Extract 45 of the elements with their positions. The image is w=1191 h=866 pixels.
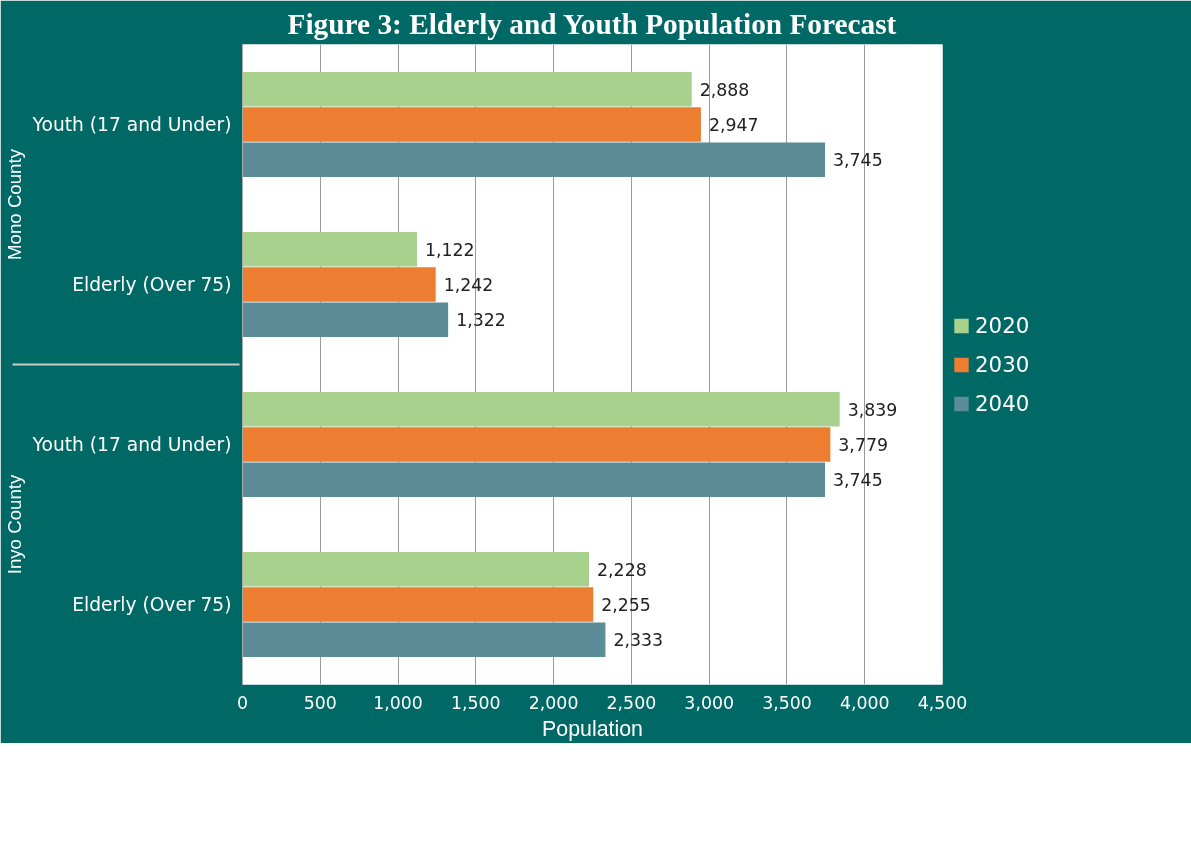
- y-tick-label: Elderly (Over 75): [72, 274, 232, 295]
- bar: [242, 622, 606, 657]
- data-label: 2,333: [613, 630, 664, 651]
- x-tick-label: 2,500: [606, 692, 657, 713]
- bar: [242, 462, 826, 497]
- bar: [242, 107, 701, 142]
- data-label: 3,745: [833, 470, 883, 491]
- data-label: 3,839: [847, 399, 898, 420]
- x-tick-label: 3,500: [762, 692, 812, 713]
- text: Mono County: [3, 148, 25, 260]
- bar: [242, 427, 831, 462]
- data-label: 2,947: [708, 115, 759, 135]
- text: Inyo County: [3, 474, 25, 575]
- x-tick-label: 2,000: [528, 692, 579, 713]
- legend-label: 2030: [975, 351, 1030, 377]
- data-label: 2,228: [597, 559, 647, 580]
- chart-title: Figure 3: Elderly and Youth Population Forecast: [287, 7, 897, 40]
- legend-label: 2020: [975, 312, 1030, 338]
- y-tick-label: Elderly (Over 75): [72, 594, 232, 615]
- bar: [242, 267, 436, 302]
- data-label: 3,779: [838, 435, 888, 455]
- x-tick-label: 4,000: [839, 692, 890, 713]
- x-tick-label: 1,000: [373, 692, 423, 713]
- bar: [242, 392, 840, 427]
- x-tick-label: 4,500: [917, 692, 968, 713]
- data-label: 2,888: [699, 79, 750, 100]
- bar: [242, 142, 826, 177]
- x-tick-label: 1,500: [451, 692, 501, 713]
- data-label: 2,255: [601, 595, 651, 615]
- y-tick-label: Youth (17 and Under): [31, 434, 232, 455]
- x-tick-label: 3,000: [684, 692, 734, 713]
- x-tick-label: 0: [236, 692, 249, 713]
- bar: [242, 232, 418, 267]
- x-axis-title: Population: [542, 716, 643, 741]
- x-tick-label: 500: [303, 692, 337, 713]
- data-label: 1,242: [443, 275, 494, 295]
- bar: [242, 552, 590, 587]
- data-label: 1,122: [425, 239, 475, 260]
- bar: [242, 587, 594, 622]
- bar: [242, 302, 449, 337]
- bar: [242, 72, 692, 107]
- legend-label: 2040: [975, 390, 1030, 416]
- y-tick-label: Youth (17 and Under): [31, 114, 232, 135]
- data-label: 1,322: [456, 310, 506, 331]
- data-label: 3,745: [833, 150, 883, 171]
